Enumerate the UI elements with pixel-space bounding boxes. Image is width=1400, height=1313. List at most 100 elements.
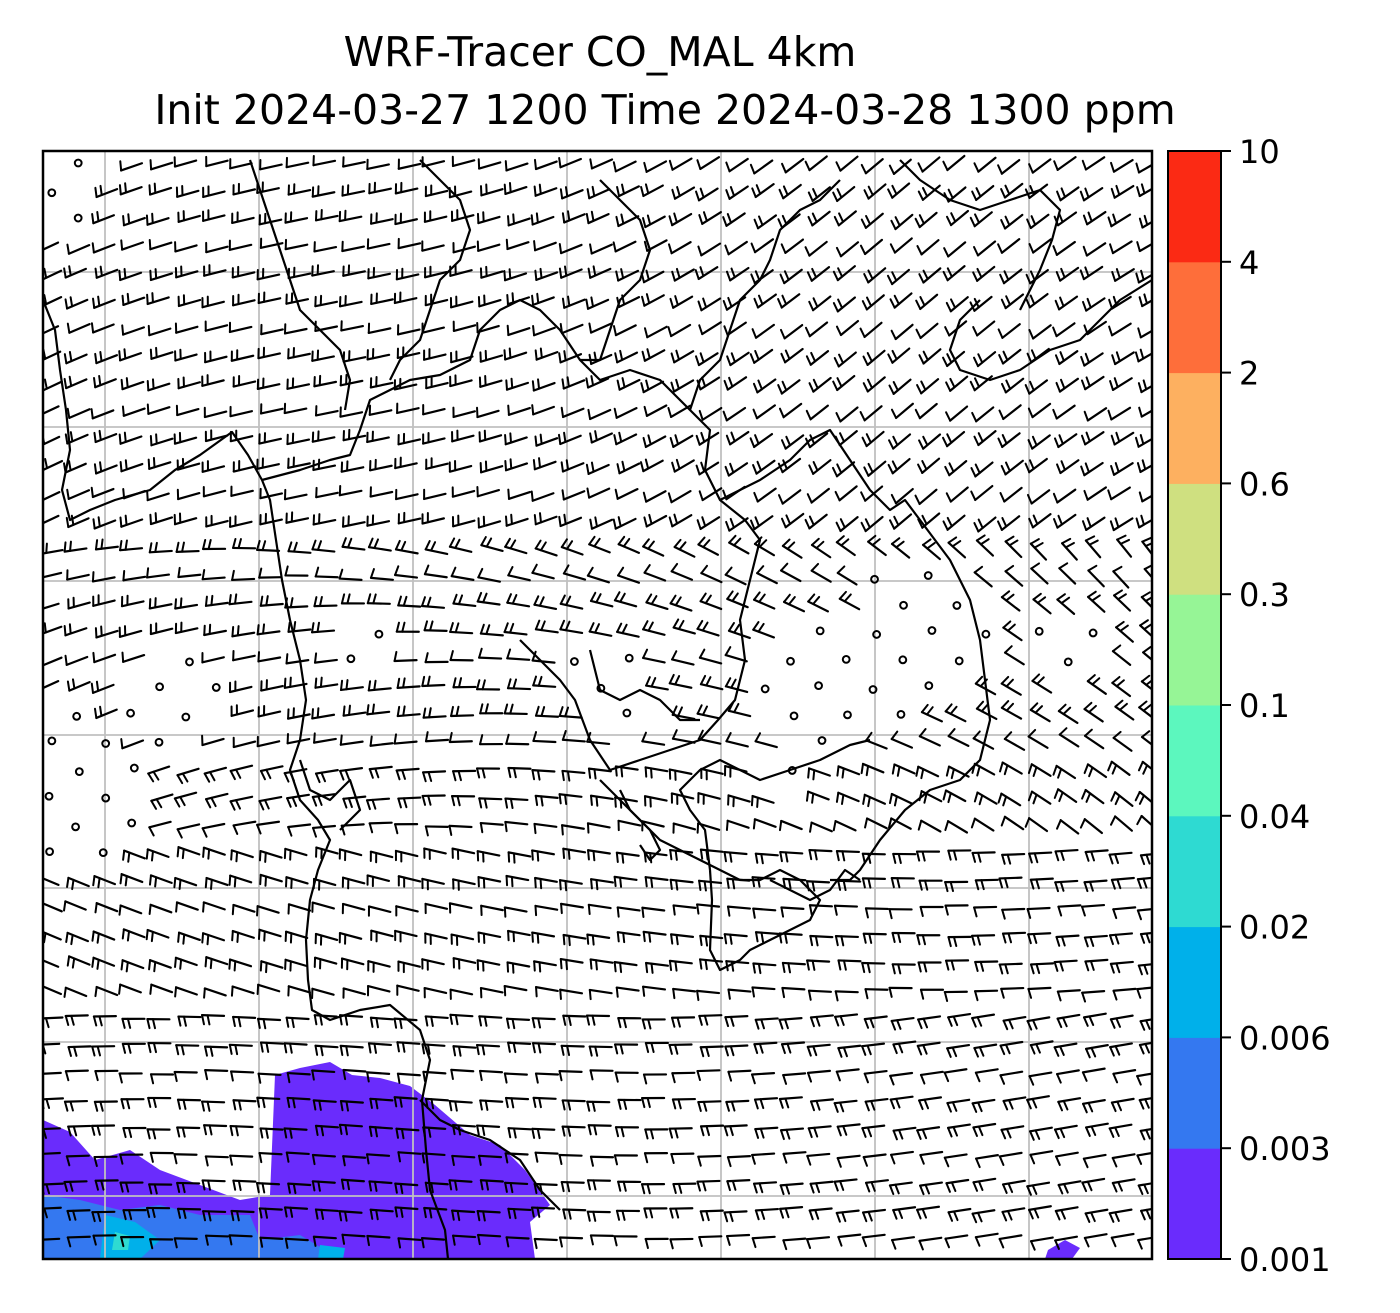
wind-barb	[562, 933, 587, 947]
wind-barb	[586, 933, 611, 946]
wind-barb	[504, 458, 529, 472]
wind-barb	[585, 461, 610, 476]
coastline-segment	[588, 649, 700, 722]
wind-barb	[150, 793, 174, 810]
wind-barb	[504, 820, 529, 833]
wind-barb	[43, 877, 60, 887]
wind-barb	[66, 955, 91, 969]
wind-barb	[673, 538, 696, 558]
wind-barb	[173, 1153, 198, 1165]
wind-barb	[203, 264, 227, 277]
wind-barb	[1028, 1071, 1053, 1086]
wind-barb	[862, 932, 887, 944]
wind-barb	[837, 959, 862, 971]
wind-barb	[782, 593, 806, 613]
wind-barb	[231, 625, 256, 638]
wind-barb	[452, 769, 477, 782]
wind-barb	[1107, 213, 1132, 228]
wind-barb	[1002, 620, 1023, 642]
wind-barb	[422, 348, 447, 361]
wind-barb	[1052, 240, 1076, 256]
wind-barb	[669, 1237, 694, 1250]
wind-barb	[230, 349, 255, 362]
wind-barb	[973, 1043, 998, 1058]
wind-barb	[369, 376, 394, 389]
wind-barb	[340, 1178, 365, 1191]
wind-barb	[586, 566, 610, 584]
wind-barb	[256, 820, 281, 835]
calm-wind-marker	[47, 188, 57, 198]
wind-barb	[640, 379, 665, 394]
wind-barb	[259, 403, 284, 415]
wind-barb	[342, 795, 367, 809]
wind-barb	[477, 1154, 503, 1166]
wind-barb	[424, 1181, 449, 1194]
wind-barb	[451, 1209, 476, 1222]
wind-barb	[918, 1096, 943, 1111]
wind-barb	[228, 593, 253, 606]
wind-barb	[1136, 814, 1152, 827]
wind-barb	[918, 728, 941, 747]
wind-barb	[121, 1042, 146, 1054]
wind-barb	[643, 325, 668, 339]
wind-barb	[43, 325, 60, 335]
wind-barb	[641, 348, 666, 362]
wind-barb	[311, 824, 337, 838]
wind-barb	[92, 651, 117, 664]
wind-barb	[670, 792, 695, 805]
wind-barb	[1110, 462, 1134, 476]
calm-wind-marker	[127, 818, 137, 828]
wind-barb	[503, 984, 528, 997]
wind-barb	[645, 593, 669, 611]
wind-barb	[120, 738, 145, 750]
wind-barb	[283, 1042, 308, 1054]
wind-barb	[698, 648, 723, 665]
wind-barb	[256, 1017, 282, 1030]
wind-barb	[176, 488, 201, 501]
wind-barb	[1135, 162, 1152, 174]
wind-barb	[1000, 213, 1024, 230]
wind-barb	[121, 292, 146, 307]
wind-barb	[314, 676, 339, 689]
wind-barb	[313, 652, 338, 664]
wind-barb	[534, 347, 559, 361]
wind-barb	[807, 767, 831, 781]
wind-barb	[122, 1209, 147, 1221]
wind-barb	[889, 1071, 914, 1086]
wind-barb	[148, 541, 173, 554]
wind-barb	[997, 158, 1021, 175]
wind-barb	[283, 402, 308, 415]
wind-barb	[314, 566, 339, 579]
wind-barb	[260, 679, 284, 692]
wind-barb	[833, 904, 859, 916]
wind-barb	[586, 822, 611, 834]
wind-barb	[175, 404, 200, 417]
wind-barb	[694, 352, 719, 367]
wind-barb	[175, 1044, 200, 1056]
wind-barb	[258, 795, 283, 811]
wind-barb	[531, 1127, 556, 1140]
wind-barb	[479, 265, 504, 279]
wind-barb	[423, 210, 448, 223]
wind-barb	[232, 375, 257, 388]
wind-barb	[670, 378, 695, 393]
wind-barb	[696, 1069, 721, 1082]
wind-barb	[892, 1206, 917, 1220]
wind-barb	[339, 679, 364, 692]
calm-wind-marker	[923, 571, 933, 580]
wind-barb	[63, 1099, 89, 1112]
wind-barb	[1004, 564, 1024, 587]
wind-barb	[63, 350, 88, 365]
wind-barb	[174, 322, 199, 334]
wind-barb	[725, 819, 750, 831]
wind-barb	[558, 265, 583, 279]
wind-barb	[779, 268, 803, 285]
wind-barb	[66, 569, 90, 581]
wind-barb	[146, 378, 171, 392]
wind-barb	[696, 903, 721, 915]
wind-barb	[669, 878, 694, 891]
wind-barb	[834, 430, 858, 447]
wind-barb	[751, 323, 775, 339]
wind-barb	[810, 562, 832, 583]
wind-barb	[888, 792, 913, 807]
